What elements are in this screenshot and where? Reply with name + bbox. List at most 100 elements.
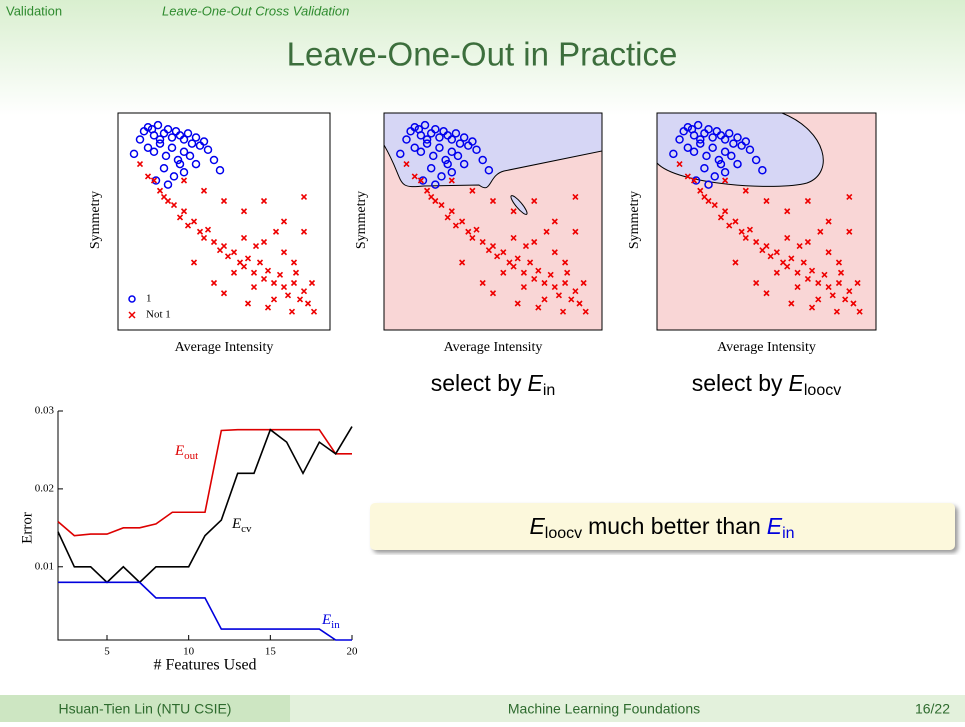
x-axis-label: Average Intensity [175, 340, 274, 355]
point-not-one [541, 279, 548, 287]
x-tick-label: 10 [183, 646, 195, 658]
point-not-one [270, 296, 278, 303]
point-not-one [531, 238, 538, 246]
point-not-one [732, 259, 739, 266]
point-not-one [494, 253, 501, 260]
point-one [720, 168, 730, 177]
point-one [437, 172, 446, 181]
point-not-one [256, 259, 264, 266]
point-not-one [300, 228, 308, 235]
point-one [459, 159, 469, 169]
point-not-one [250, 284, 258, 291]
point-one [443, 159, 452, 169]
point-one [683, 143, 693, 152]
point-one [693, 120, 703, 130]
point-one [455, 139, 465, 148]
point-not-one [808, 304, 816, 311]
point-not-one [551, 284, 558, 291]
point-one [447, 147, 457, 157]
point-not-one [220, 290, 228, 297]
point-one [472, 145, 481, 154]
point-not-one [829, 292, 836, 299]
point-not-one [690, 177, 698, 184]
point-one [143, 143, 153, 152]
point-not-one [821, 271, 828, 278]
point-not-one [576, 300, 583, 307]
point-one [708, 143, 717, 152]
point-not-one [510, 263, 517, 270]
point-not-one [684, 173, 691, 180]
point-one [402, 135, 411, 144]
point-not-one [164, 197, 172, 205]
point-not-one [459, 259, 466, 266]
point-not-one [784, 263, 791, 270]
point-not-one [204, 226, 212, 233]
point-not-one [535, 267, 542, 274]
x-axis-label: Average Intensity [717, 340, 816, 355]
series-label-e: E [321, 612, 331, 628]
point-not-one [272, 228, 280, 235]
series-label-e: E [174, 443, 184, 459]
line-chart: 5 10 15 20 0.01 0.02 0.03 # Features Used Error E… [19, 405, 358, 674]
point-not-one [514, 300, 521, 307]
series-label: Ecv [231, 516, 252, 534]
footer-right [290, 695, 965, 722]
point-not-one [564, 269, 571, 276]
point-not-one [184, 222, 192, 229]
point-one [691, 176, 701, 185]
point-one [418, 176, 428, 185]
section: Validation [6, 3, 62, 18]
y-axis-label: Error [19, 512, 35, 544]
point-not-one [825, 249, 832, 256]
point-not-one [551, 249, 558, 256]
point-one [143, 122, 153, 132]
point-not-one [815, 279, 822, 287]
point-not-one [424, 187, 431, 194]
point-not-one [465, 228, 472, 235]
point-one [689, 147, 699, 157]
point-not-one [717, 214, 725, 221]
point-one [151, 176, 161, 185]
point-not-one [240, 234, 248, 241]
point-not-one [551, 218, 558, 225]
point-one [149, 147, 159, 157]
point-not-one [244, 255, 252, 262]
point-not-one [531, 275, 538, 282]
point-not-one [284, 292, 292, 299]
legend-marker [128, 295, 136, 303]
point-not-one [854, 279, 861, 287]
y-axis-label: Symmetry [88, 191, 103, 249]
point-not-one [572, 288, 579, 295]
series-label: Ein [321, 612, 340, 630]
point-not-one [432, 197, 439, 205]
callout-e: E [767, 513, 783, 539]
point-one [169, 172, 179, 181]
point-one [429, 151, 438, 161]
point-one [203, 145, 213, 154]
point-not-one [738, 228, 745, 235]
point-not-one [559, 308, 567, 315]
point-not-one [535, 304, 542, 311]
point-not-one [562, 279, 569, 287]
point-not-one [722, 177, 729, 184]
point-not-one [763, 197, 770, 205]
legend-label: Not 1 [146, 309, 171, 321]
point-not-one [825, 284, 832, 291]
point-one [724, 129, 734, 138]
point-not-one [308, 279, 316, 287]
point-not-one [444, 214, 451, 221]
point-not-one [280, 284, 288, 291]
point-not-one [697, 187, 704, 194]
point-one [422, 139, 432, 148]
point-not-one [276, 271, 284, 278]
point-one [191, 159, 201, 169]
point-not-one [260, 238, 268, 246]
y-axis-label: Symmetry [627, 191, 642, 249]
point-one [163, 180, 173, 189]
slide-title: Leave-One-Out in Practice [287, 36, 678, 73]
point-not-one [170, 202, 178, 209]
point-not-one [732, 218, 739, 225]
point-one [431, 125, 440, 134]
point-one [745, 145, 755, 154]
point-one [183, 129, 193, 138]
